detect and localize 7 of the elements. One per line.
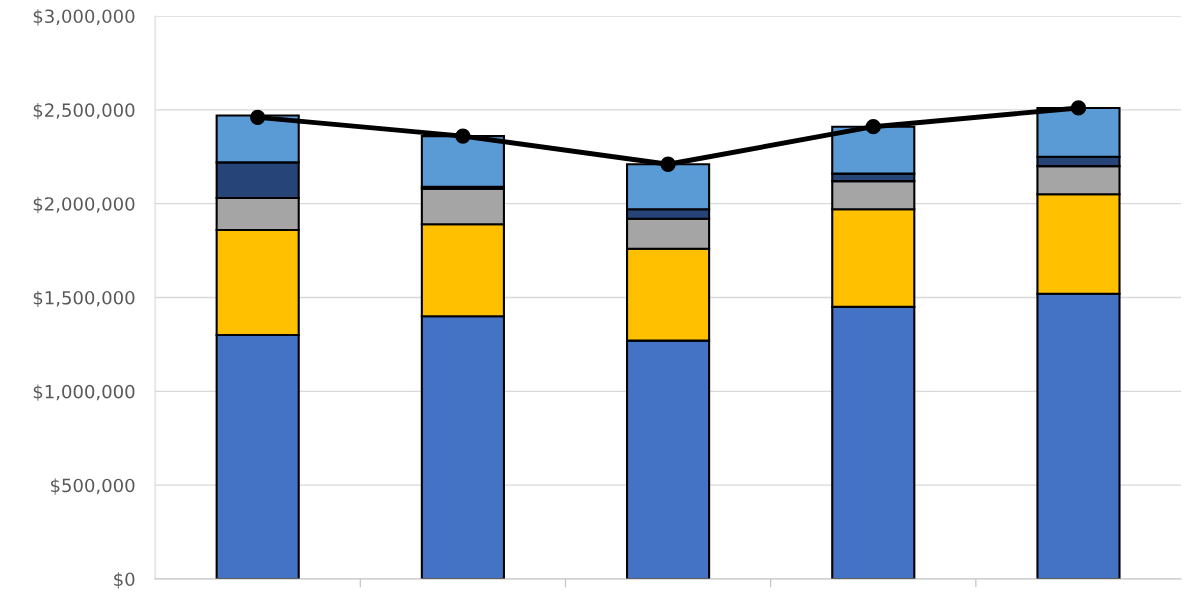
y-tick-label: $2,000,000: [33, 196, 135, 214]
y-tick-label: $500,000: [50, 478, 135, 495]
y-tick-label: $3,000,000: [33, 9, 135, 26]
y-tick-label: $2,500,000: [33, 102, 135, 120]
y-tick-label: $1,500,000: [33, 290, 135, 308]
y-tick-label: $0: [114, 572, 135, 589]
y-tick-label: $1,000,000: [33, 384, 135, 401]
